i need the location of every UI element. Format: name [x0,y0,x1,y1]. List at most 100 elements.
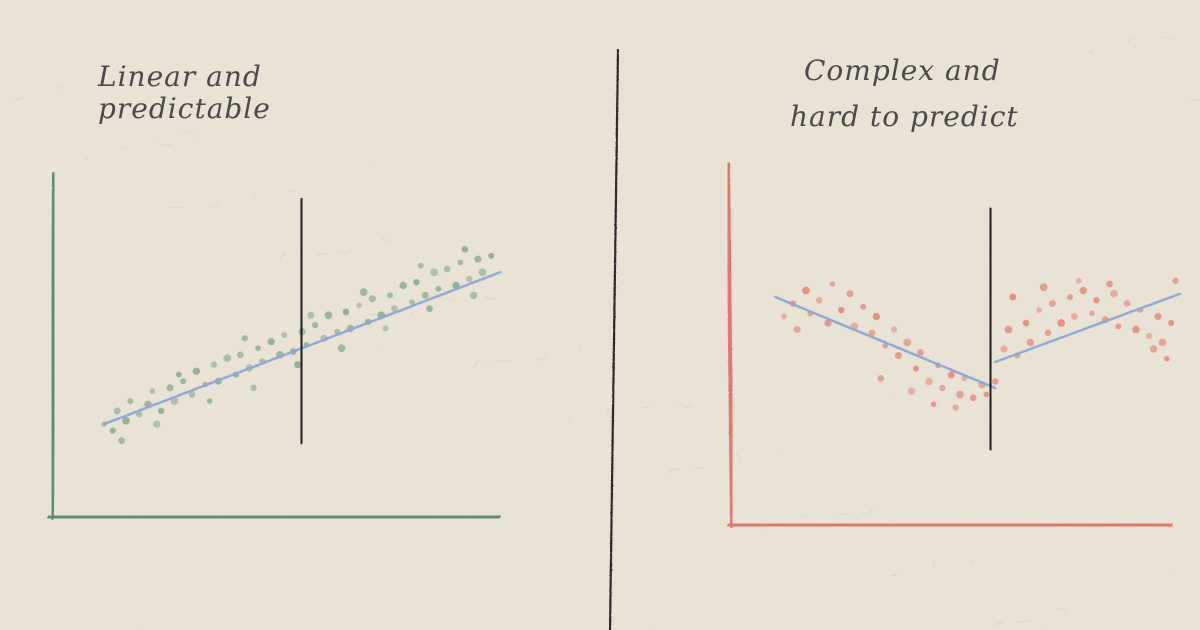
right-scatter-point [1168,320,1175,326]
right-scatter-point [815,296,823,304]
left-scatter-point [281,332,288,338]
paper-fiber [56,85,62,91]
right-scatter-point [1172,277,1179,284]
left-scatter-point [356,302,363,309]
paper-fibers [0,30,1200,627]
right-scatter-point [824,319,832,327]
left-scatter-point [359,288,368,296]
right-scatter-point [1079,286,1087,295]
right-scatter-point [872,312,881,321]
paper-fiber [578,345,583,350]
paper-fiber [448,299,454,303]
left-scatter-point [409,299,415,305]
left-scatter-point [312,321,319,329]
paper-fiber [484,295,496,300]
left-scatter-point [391,305,398,312]
left-scatter-point [210,361,218,368]
right-scatter-point [952,404,959,411]
right-scatter-point [1044,329,1052,336]
right-scatter-point [1123,300,1131,307]
paper-fiber [338,248,353,254]
paper-fiber [380,238,389,244]
left-scatter-point [180,378,187,385]
left-scatter-point [188,391,196,398]
right-scatter-point [1067,294,1073,300]
paper-fiber [1127,38,1132,44]
right-scatter-point [1093,297,1100,304]
left-scatter-point [469,291,478,300]
right-scatter-point [1075,277,1082,284]
left-scatter-point [237,351,244,359]
paper-fiber [473,361,484,368]
left-scatter-point [127,398,134,404]
paper-fiber [290,189,298,193]
left-scatter-point [413,279,420,286]
paper-fiber [536,354,547,361]
left-scatter-point [255,345,261,352]
right-scatter-point [890,326,898,333]
left-scatter-point [417,262,424,269]
right-x-axis [727,521,1173,529]
left-scatter-point [267,338,275,346]
right-scatter-point [1149,345,1158,353]
left-scatter-point [149,388,156,394]
paper-fiber [1088,48,1093,54]
right-scatter-point [917,348,924,356]
left-scatter-point [342,308,350,316]
left-scatter-point [382,325,389,332]
paper-fiber [734,454,741,462]
left-vertical-marker [299,198,304,444]
right-scatter-point [877,374,885,382]
left-scatter-point [399,281,407,290]
left-scatter-point [457,259,464,266]
left-scatter-point [241,335,248,342]
right-scatter-point [1004,325,1013,334]
paper-fiber [279,254,286,262]
right-scatter-point [969,394,977,402]
right-fit-line-1 [773,295,997,390]
right-fit-line-2 [993,292,1182,364]
paper-fiber [368,313,378,316]
left-scatter-point [307,311,315,319]
paper-fiber [642,406,652,409]
left-scatter-point [387,292,393,299]
right-scatter-point [868,329,876,337]
left-scatter-point [421,291,429,299]
left-scatter-point [443,265,451,273]
left-scatter-point [192,367,201,375]
left-scatter-point [488,252,495,259]
left-scatter-point [223,354,232,362]
right-scatter-point [860,303,867,310]
right-scatter-point [1164,356,1170,362]
right-scatter-point [913,365,919,372]
right-scatter-point [907,387,916,395]
left-chart-title-line-2: predictable [98,92,271,125]
right-chart-panel: Complex and hard to predict [726,54,1182,529]
right-scatter-point [1106,280,1113,288]
paper-fiber [1163,36,1174,39]
paper-fiber [182,131,195,138]
right-scatter-point [947,371,955,379]
left-scatter-point [368,295,376,303]
paper-fiber [836,513,850,516]
right-scatter-point [1110,289,1118,298]
left-scatter-point [153,420,161,428]
panel-divider-line [608,48,620,630]
left-chart-title: Linear and predictable [97,60,271,125]
right-chart-title-line-1: Complex and [804,54,1001,87]
paper-fiber [860,507,874,515]
left-scatter-point [474,255,482,263]
right-scatter-point [983,391,990,398]
right-scatter-point [939,384,946,392]
right-fit-line-group [773,292,1182,390]
paper-fiber [678,401,694,407]
paper-fiber [212,201,220,207]
right-scatter-point [925,377,933,386]
right-scatter-point [930,401,937,408]
right-scatter-point [829,281,836,287]
left-chart-panel: Linear and predictable [47,60,502,521]
right-scatter-point [1057,319,1066,327]
right-scatter-point [781,313,787,320]
paper-fiber [800,515,808,521]
